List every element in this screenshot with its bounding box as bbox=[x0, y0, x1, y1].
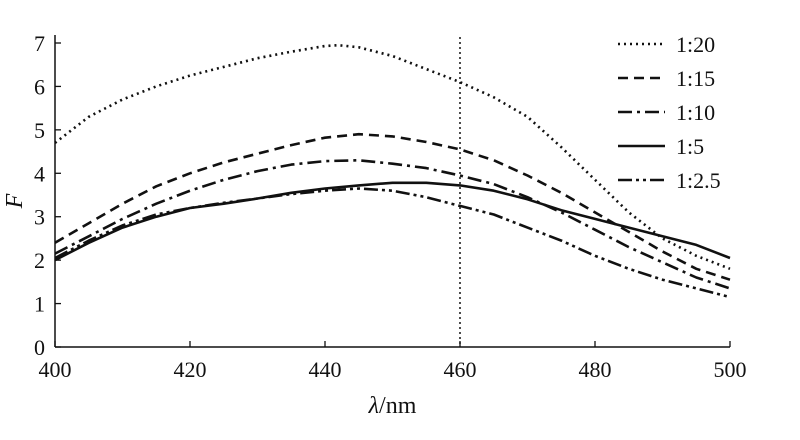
series-group bbox=[54, 43, 731, 299]
x-tick-label: 500 bbox=[714, 357, 747, 382]
y-tick-label: 5 bbox=[34, 118, 45, 143]
y-tick-label: 0 bbox=[34, 335, 45, 360]
x-axis-label-symbol: λ bbox=[368, 393, 379, 419]
legend-label-4: 1:5 bbox=[676, 134, 704, 159]
series-line-4 bbox=[54, 181, 731, 262]
x-axis-label-unit: /nm bbox=[379, 393, 417, 419]
series-line-1 bbox=[54, 43, 731, 271]
legend-label-5: 1:2.5 bbox=[676, 168, 721, 193]
y-axis-label: F bbox=[2, 193, 28, 209]
legend-label-3: 1:10 bbox=[676, 100, 715, 125]
legend-label-2: 1:15 bbox=[676, 66, 715, 91]
legend: 1:20 1:15 1:10 1:5 1:2.5 bbox=[618, 32, 721, 193]
series-line-3 bbox=[54, 159, 731, 290]
y-tick-label: 7 bbox=[34, 31, 45, 56]
x-axis-label: λ/nm bbox=[368, 393, 417, 419]
x-tick-label: 460 bbox=[444, 357, 477, 382]
y-tick-label: 4 bbox=[34, 161, 45, 186]
x-tick-label: 420 bbox=[174, 357, 207, 382]
series-line-2 bbox=[54, 132, 731, 281]
x-tick-label: 400 bbox=[39, 357, 72, 382]
x-tick-label: 480 bbox=[579, 357, 612, 382]
y-tick-label: 6 bbox=[34, 74, 45, 99]
x-tick-label: 440 bbox=[309, 357, 342, 382]
y-tick-label: 3 bbox=[34, 205, 45, 230]
series-line-5 bbox=[54, 187, 731, 299]
y-tick-label: 2 bbox=[34, 248, 45, 273]
legend-label-1: 1:20 bbox=[676, 32, 715, 57]
axes: 400 420 440 460 480 500 0 1 2 3 4 5 6 7 bbox=[34, 31, 747, 382]
y-tick-label: 1 bbox=[34, 292, 45, 317]
